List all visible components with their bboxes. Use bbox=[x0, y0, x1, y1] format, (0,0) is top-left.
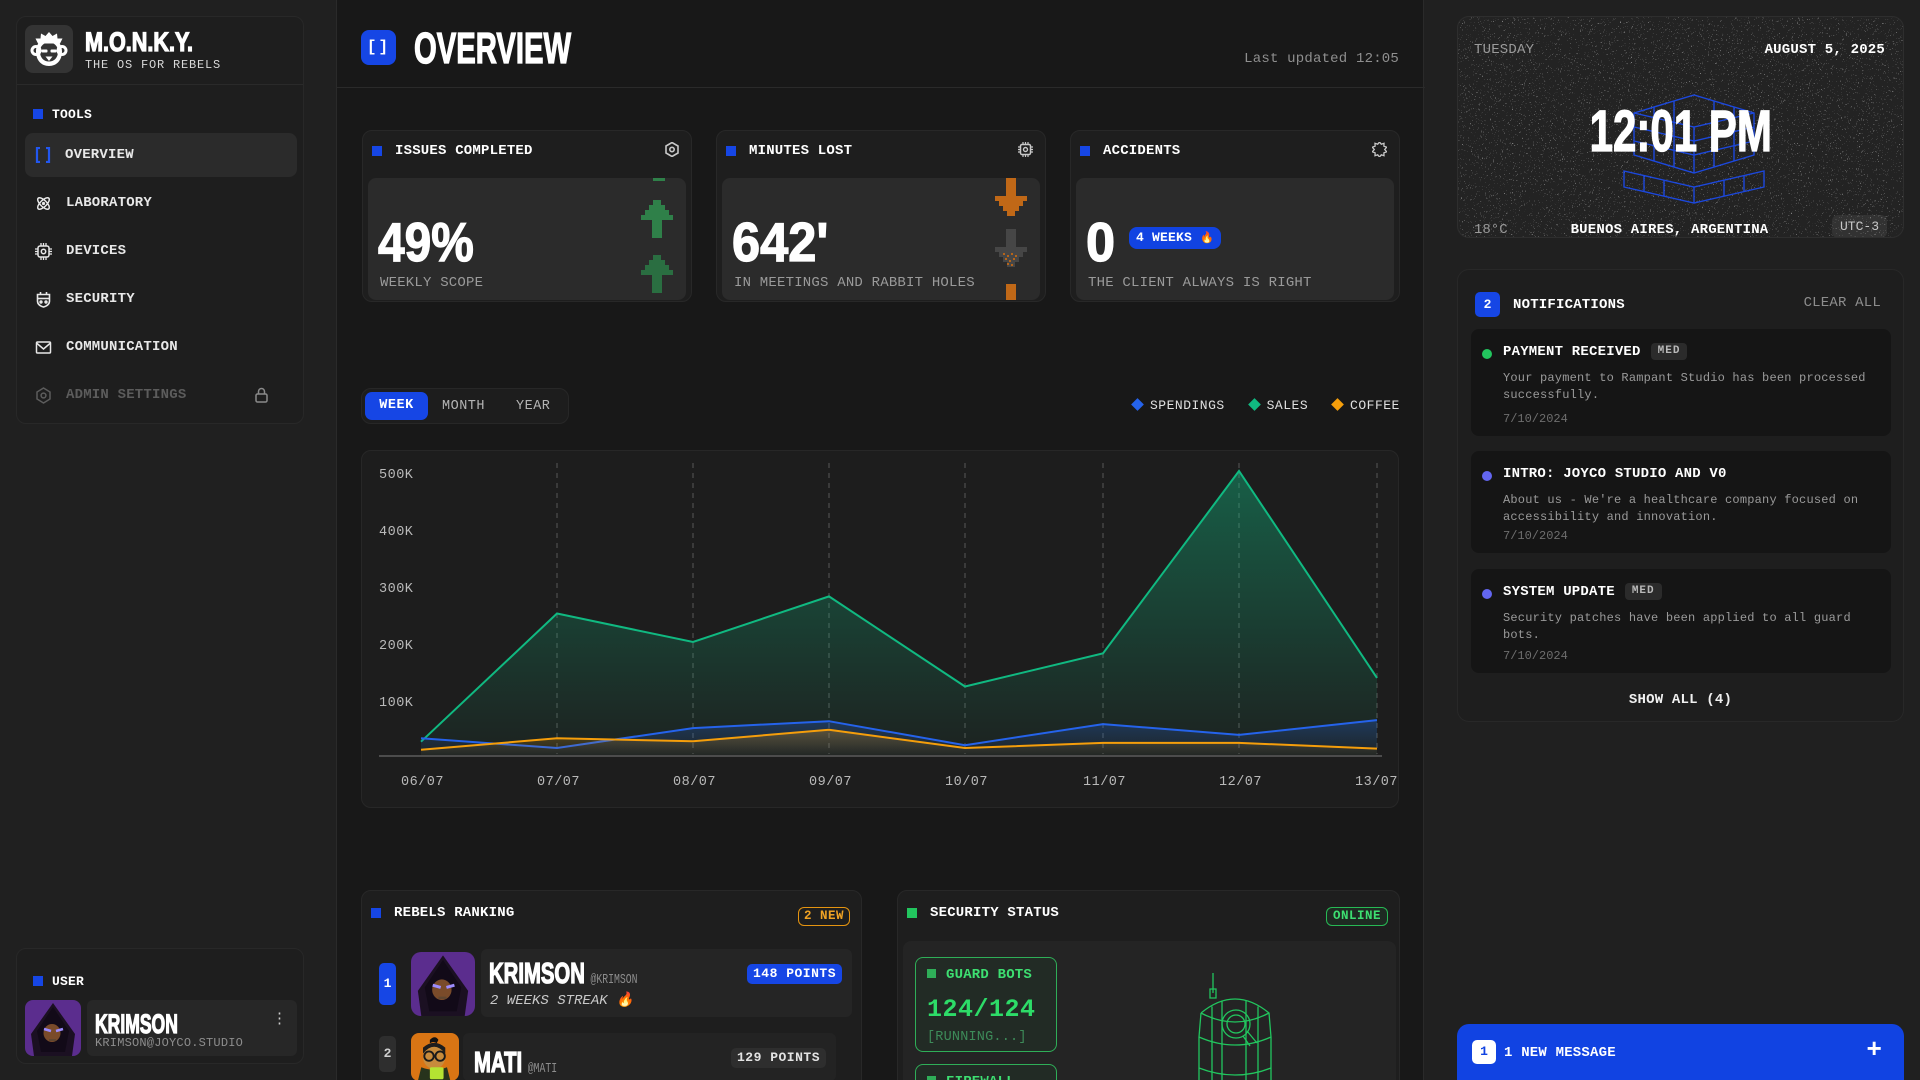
svg-text:09/07: 09/07 bbox=[809, 775, 852, 790]
svg-text:11/07: 11/07 bbox=[1083, 775, 1126, 790]
svg-text:10/07: 10/07 bbox=[945, 775, 988, 790]
svg-text:12/07: 12/07 bbox=[1219, 775, 1262, 790]
svg-text:200K: 200K bbox=[379, 639, 414, 654]
svg-text:400K: 400K bbox=[379, 525, 414, 540]
svg-text:300K: 300K bbox=[379, 582, 414, 597]
svg-text:100K: 100K bbox=[379, 696, 414, 711]
svg-text:13/07: 13/07 bbox=[1355, 775, 1398, 790]
svg-text:08/07: 08/07 bbox=[673, 775, 716, 790]
svg-text:07/07: 07/07 bbox=[537, 775, 580, 790]
svg-text:500K: 500K bbox=[379, 468, 414, 483]
svg-text:06/07: 06/07 bbox=[401, 775, 444, 790]
